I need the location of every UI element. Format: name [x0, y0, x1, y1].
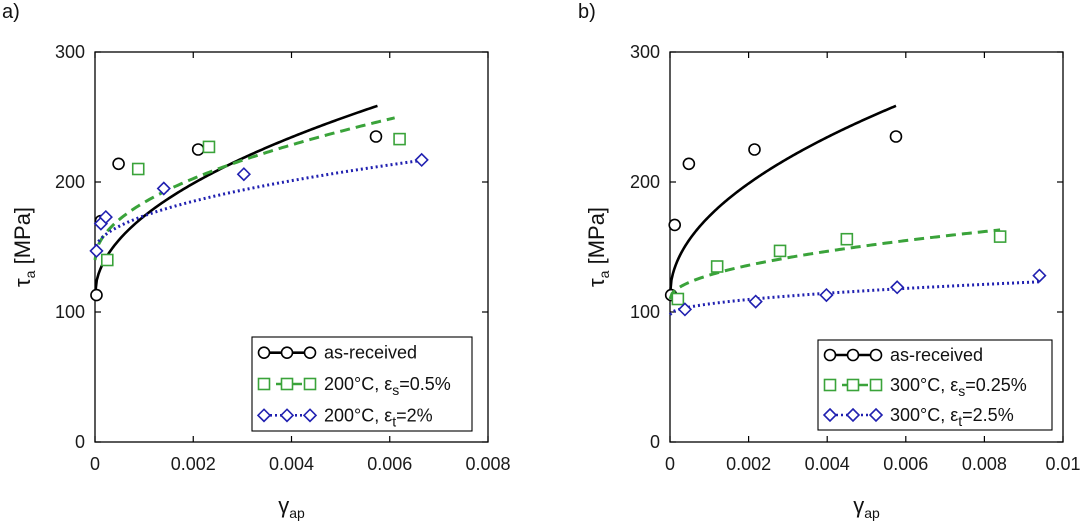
data-point	[840, 232, 854, 246]
x-axis-label: γap	[853, 493, 880, 521]
legend-entry: as-received	[324, 343, 417, 363]
data-point	[671, 292, 685, 306]
legend-entry: 300°C, εt=2.5%	[890, 405, 1014, 429]
y-tick-label: 100	[630, 302, 660, 322]
x-tick-label: 0.002	[171, 454, 216, 474]
y-tick-label: 0	[75, 432, 85, 452]
plot-frame	[669, 51, 1064, 443]
data-point	[668, 218, 682, 232]
y-tick-label: 200	[630, 172, 660, 192]
x-axis-label: γap	[278, 493, 305, 521]
x-tick-label: 0.006	[883, 454, 928, 474]
legend-marker	[280, 346, 294, 359]
data-point	[369, 130, 383, 143]
legend-marker	[256, 408, 272, 423]
legend-marker	[257, 377, 271, 391]
data-point	[748, 143, 761, 156]
data-point	[98, 209, 113, 225]
legend: as-received 300°C, εs=0.25% 300°C, εt=2.5%	[817, 339, 1053, 431]
series-1	[93, 116, 406, 267]
data-point	[1032, 268, 1047, 283]
data-point	[993, 230, 1007, 243]
legend-marker	[303, 346, 317, 359]
data-point	[748, 294, 763, 309]
fit-line	[93, 104, 378, 296]
legend-marker	[869, 348, 883, 362]
y-tick-label: 300	[55, 42, 85, 62]
panel-label: b)	[578, 1, 596, 23]
x-tick-label: 0.008	[962, 454, 1007, 474]
legend-marker	[280, 377, 294, 391]
y-axis-label: τa [MPa]	[10, 207, 38, 287]
chart-panel-a: a) 0 0.002 0.004 0.006 0.008 0 100 200 300 γap τa […	[2, 1, 511, 521]
series-2	[668, 268, 1047, 317]
data-point	[202, 140, 216, 154]
legend-marker	[279, 408, 295, 423]
legend-marker	[846, 348, 860, 362]
x-tick-label: 0	[665, 454, 675, 474]
series-1	[668, 228, 1007, 306]
legend-marker	[846, 378, 860, 392]
x-tick-label: 0	[90, 454, 100, 474]
fit-line	[668, 228, 1001, 300]
fit-line	[668, 104, 897, 296]
fit-line	[668, 280, 1040, 316]
x-tick-label: 0.002	[726, 454, 771, 474]
y-tick-label: 0	[650, 432, 660, 452]
data-point	[889, 130, 903, 143]
series-2	[89, 152, 429, 259]
data-point	[191, 143, 205, 156]
y-axis-label: τa [MPa]	[584, 207, 612, 287]
legend-marker	[257, 346, 271, 359]
data-point	[414, 152, 429, 168]
fit-line	[93, 116, 396, 261]
series-0	[664, 104, 903, 302]
x-tick-label: 0.004	[269, 454, 314, 474]
legend-marker	[823, 378, 837, 392]
data-point	[773, 244, 787, 258]
legend-marker	[868, 407, 884, 423]
legend-marker	[845, 407, 861, 423]
data-point	[131, 162, 145, 176]
legend-marker	[822, 407, 838, 423]
legend-marker	[303, 377, 317, 391]
legend: as-received 200°C, εs=0.5% 200°C, εt=2%	[251, 336, 473, 432]
x-tick-label: 0.01	[1045, 454, 1080, 474]
legend-entry: 300°C, εs=0.25%	[890, 375, 1027, 399]
data-point	[682, 157, 696, 171]
data-point	[677, 302, 693, 317]
x-tick-label: 0.006	[367, 454, 412, 474]
data-point	[89, 243, 104, 259]
legend-marker	[869, 378, 883, 392]
data-point	[112, 157, 125, 171]
y-tick-label: 100	[55, 302, 85, 322]
data-point	[156, 181, 171, 196]
data-point	[710, 260, 724, 273]
data-point	[236, 167, 251, 182]
data-point	[90, 288, 103, 302]
x-tick-label: 0.008	[465, 454, 510, 474]
legend-marker	[302, 408, 318, 423]
series-0	[90, 104, 383, 302]
y-tick-label: 200	[55, 172, 85, 192]
data-point	[393, 132, 406, 146]
legend-entry: 200°C, εt=2%	[324, 405, 433, 429]
legend-entry: 200°C, εs=0.5%	[324, 374, 451, 398]
chart-panel-b: b) 0 0.002 0.004 0.006 0.008 0.01 0 100 200 300 γap…	[578, 1, 1080, 521]
x-tick-label: 0.004	[805, 454, 850, 474]
data-point	[890, 280, 905, 295]
y-tick-label: 300	[630, 42, 660, 62]
fit-line	[93, 158, 422, 252]
data-point	[819, 287, 834, 303]
data-point	[100, 253, 114, 267]
legend-entry: as-received	[890, 345, 983, 365]
panel-label: a)	[2, 1, 20, 23]
legend-marker	[823, 348, 837, 362]
